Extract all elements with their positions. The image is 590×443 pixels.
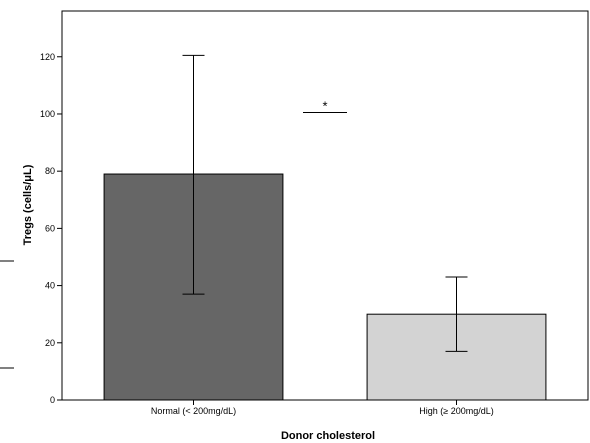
x-axis: Normal (< 200mg/dL) High (≥ 200mg/dL) bbox=[151, 400, 494, 416]
x-axis-title: Donor cholesterol bbox=[281, 430, 375, 442]
x-tick-label: Normal (< 200mg/dL) bbox=[151, 406, 236, 416]
y-axis-title: Tregs (cells/μL) bbox=[22, 164, 34, 245]
y-tick-label: 20 bbox=[45, 338, 55, 348]
significance-marker: * bbox=[303, 99, 347, 114]
y-tick-label: 100 bbox=[40, 109, 55, 119]
y-tick-label: 40 bbox=[45, 281, 55, 291]
y-axis: 0 20 40 60 80 100 120 bbox=[40, 52, 62, 405]
margin-marks bbox=[0, 260, 14, 369]
error-bars bbox=[182, 54, 468, 352]
y-tick-label: 60 bbox=[45, 223, 55, 233]
y-tick-label: 120 bbox=[40, 52, 55, 62]
x-tick-label: High (≥ 200mg/dL) bbox=[419, 406, 493, 416]
y-tick-label: 80 bbox=[45, 166, 55, 176]
significance-label: * bbox=[322, 99, 327, 114]
y-tick-label: 0 bbox=[50, 395, 55, 405]
bars bbox=[103, 173, 547, 401]
